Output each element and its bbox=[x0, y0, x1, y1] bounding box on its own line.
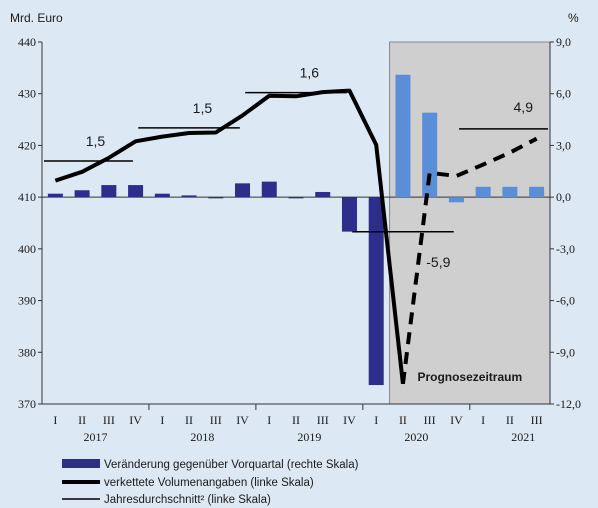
right-tick-label: 3,0 bbox=[556, 138, 571, 152]
quarter-label: IV bbox=[236, 413, 249, 427]
legend-line-label: verkettete Volumenangaben (linke Skala) bbox=[104, 477, 314, 489]
year-label: 2019 bbox=[297, 430, 321, 444]
quarter-label: I bbox=[374, 413, 378, 427]
bar bbox=[502, 186, 518, 198]
quarter-label: III bbox=[103, 413, 115, 427]
right-tick-label: -12,0 bbox=[556, 397, 581, 411]
bar bbox=[74, 190, 90, 198]
bar bbox=[288, 197, 304, 199]
right-tick-label: 9,0 bbox=[556, 35, 571, 49]
quarter-label: II bbox=[78, 413, 86, 427]
quarter-label: III bbox=[210, 413, 222, 427]
legend: Veränderung gegenüber Vorquartal (rechte… bbox=[62, 459, 359, 506]
quarter-label: III bbox=[317, 413, 329, 427]
year-label: 2021 bbox=[511, 430, 535, 444]
left-tick-label: 390 bbox=[18, 294, 36, 308]
year-label: 2018 bbox=[190, 430, 214, 444]
quarter-label: II bbox=[506, 413, 514, 427]
quarter-label: I bbox=[481, 413, 485, 427]
quarter-label: IV bbox=[129, 413, 142, 427]
bar bbox=[128, 185, 144, 198]
year-average-label: 1,6 bbox=[300, 65, 320, 81]
bar bbox=[475, 186, 491, 198]
left-tick-label: 400 bbox=[18, 242, 36, 256]
bar bbox=[341, 197, 357, 232]
legend-avg-label: Jahresdurchschnitt² (linke Skala) bbox=[104, 494, 271, 506]
year-average-label: 1,5 bbox=[86, 133, 106, 149]
left-axis-label: Mrd. Euro bbox=[10, 11, 63, 25]
forecast-region bbox=[389, 41, 551, 405]
year-average-label: -5,9 bbox=[426, 254, 450, 270]
left-tick-label: 430 bbox=[18, 87, 36, 101]
quarter-label: III bbox=[424, 413, 436, 427]
right-axis-label: % bbox=[568, 11, 579, 25]
bar bbox=[448, 197, 464, 203]
legend-bars-label: Veränderung gegenüber Vorquartal (rechte… bbox=[104, 459, 359, 471]
year-average-label: 1,5 bbox=[193, 100, 213, 116]
right-tick-label: -6,0 bbox=[556, 294, 575, 308]
left-tick-label: 440 bbox=[18, 35, 36, 49]
year-label: 2017 bbox=[83, 430, 107, 444]
left-tick-label: 410 bbox=[18, 190, 36, 204]
bar bbox=[181, 195, 197, 198]
quarter-label: I bbox=[160, 413, 164, 427]
bar bbox=[529, 186, 545, 198]
volume-line-forecast bbox=[400, 136, 538, 385]
bar bbox=[261, 181, 277, 198]
quarter-label: II bbox=[292, 413, 300, 427]
left-tick-label: 420 bbox=[18, 138, 36, 152]
left-tick-label: 370 bbox=[18, 397, 36, 411]
bar bbox=[395, 74, 411, 198]
bar bbox=[154, 193, 170, 198]
right-tick-label: -3,0 bbox=[556, 242, 575, 256]
legend-bar-swatch bbox=[62, 459, 100, 468]
right-tick-label: 6,0 bbox=[556, 87, 571, 101]
quarter-label: II bbox=[185, 413, 193, 427]
right-tick-label: 0,0 bbox=[556, 190, 571, 204]
bar bbox=[422, 112, 438, 198]
bar bbox=[47, 193, 63, 198]
year-label: 2020 bbox=[404, 430, 428, 444]
quarter-label: II bbox=[399, 413, 407, 427]
bar bbox=[315, 191, 331, 198]
bar bbox=[101, 185, 117, 198]
bar bbox=[235, 183, 251, 198]
quarter-label: I bbox=[267, 413, 271, 427]
forecast-label: Prognosezeitraum bbox=[417, 370, 522, 384]
year-average-label: 4,9 bbox=[514, 99, 534, 115]
quarter-label: III bbox=[531, 413, 543, 427]
quarter-label: IV bbox=[450, 413, 463, 427]
quarter-label: IV bbox=[343, 413, 356, 427]
right-tick-label: -9,0 bbox=[556, 345, 575, 359]
bar bbox=[368, 197, 384, 386]
volume-line-actual bbox=[54, 88, 405, 385]
bar bbox=[208, 197, 224, 199]
left-tick-label: 380 bbox=[18, 345, 36, 359]
quarter-label: I bbox=[53, 413, 57, 427]
